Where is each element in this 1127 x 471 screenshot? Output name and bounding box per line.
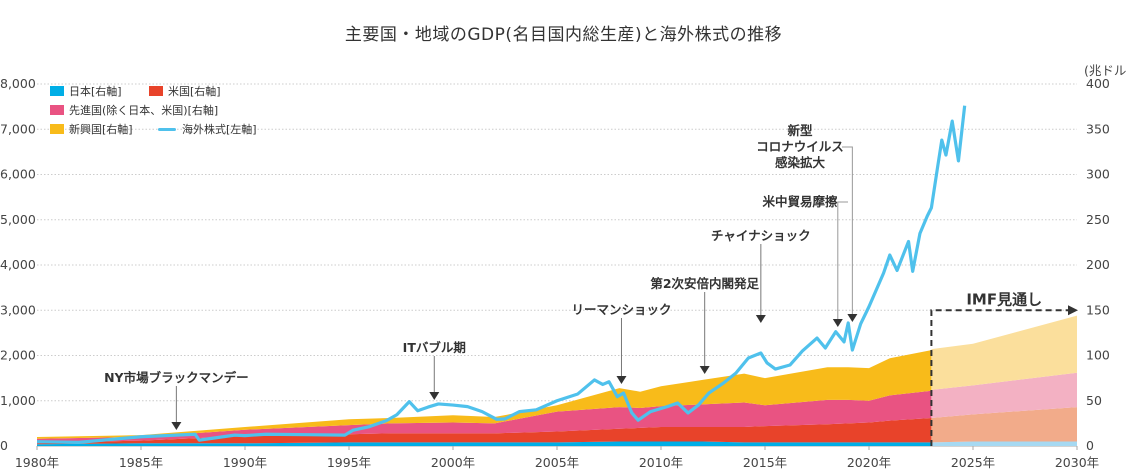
right-tick-label: 150 [1086,302,1110,317]
legend-item-us: 米国[右軸] [149,83,221,99]
area-先進国(除く日本、米国)[右軸] [37,390,932,444]
left-tick-label: 4,000 [0,257,36,272]
legend-item-stocks: 海外株式[左軸] [158,121,257,137]
legend-label: 米国[右軸] [168,85,221,98]
x-tick-label: 1985年 [119,455,163,470]
x-tick-label: 1995年 [327,455,371,470]
left-tick-label: 3,000 [0,302,36,317]
legend-swatch [50,86,64,96]
annotation-label: チャイナショック [711,228,811,243]
legend-label: 新興国[右軸] [69,123,133,136]
area-米国[右軸] [37,417,932,445]
right-tick-label: 200 [1086,257,1110,272]
annotation-arrow-icon [429,392,440,400]
annotation-arrow-icon [755,315,766,323]
right-tick-label: 400 [1086,76,1110,91]
legend-label: 日本[右軸] [69,85,122,98]
area-先進国(除く日本、米国) [931,372,1077,418]
right-tick-label: 300 [1086,167,1110,182]
left-tick-label: 7,000 [0,121,36,136]
legend-item-emerging: 新興国[右軸] [50,121,133,137]
legend-label: 先進国(除く日本、米国)[右軸] [69,104,219,117]
x-tick-label: 2030年 [1055,455,1099,470]
left-tick-label: 2,000 [0,348,36,363]
annotation-label: NY市場ブラックマンデー [104,370,249,385]
left-tick-label: 8,000 [0,76,36,91]
annotation-label: 第2次安倍内閣発足 [650,276,759,291]
legend-swatch [50,124,64,134]
annotation-arrow-icon [832,319,843,327]
annotation-label: リーマンショック [571,302,671,317]
annotation-label: コロナウイルス [756,139,844,154]
annotation-label: 米中貿易摩擦 [761,194,838,209]
chart-title: 主要国・地域のGDP(名目国内総生産)と海外株式の推移 [344,25,783,45]
annotation-leader [837,201,848,319]
stock-line [36,105,967,444]
area-日本[右軸] [37,441,932,446]
x-tick-label: 1980年 [15,455,59,470]
area-日本 [931,441,1077,446]
annotation-leader [842,146,853,314]
left-tick-label: 0 [0,438,8,453]
left-tick-label: 1,000 [0,393,36,408]
left-tick-label: 5,000 [0,212,36,227]
x-tick-label: 2020年 [847,455,891,470]
legend-label: 海外株式[左軸] [182,123,257,136]
annotation-label: 感染拡大 [775,155,826,170]
x-tick-label: 2015年 [743,455,787,470]
legend-item-japan: 日本[右軸] [50,83,122,99]
projection-label: IMF見通し [966,290,1042,308]
annotation-label: 新型 [787,123,813,138]
right-tick-label: 50 [1086,393,1102,408]
right-tick-label: 100 [1086,348,1110,363]
area-新興国[右軸] [37,350,932,439]
annotation-arrow-icon [616,376,627,384]
projection-dashed-line [930,309,1069,446]
legend-swatch [50,105,64,115]
annotation-arrow-icon [847,314,858,322]
annotation-arrow-icon [699,366,710,374]
legend-swatch [149,86,163,96]
area-新興国 [931,315,1077,390]
area-米国 [931,407,1077,443]
x-tick-label: 2000年 [431,455,475,470]
right-tick-label: 0 [1086,438,1094,453]
legend-item-advanced: 先進国(除く日本、米国)[右軸] [50,102,218,118]
legend-line [158,127,176,131]
x-tick-label: 2005年 [535,455,579,470]
right-tick-label: 250 [1086,212,1110,227]
right-axis-unit: (兆ドル) [1084,63,1127,78]
x-tick-label: 2010年 [639,455,683,470]
left-tick-label: 6,000 [0,167,36,182]
x-tick-label: 1990年 [223,455,267,470]
x-tick-label: 2025年 [951,455,995,470]
right-tick-label: 350 [1086,121,1110,136]
annotation-arrow-icon [171,422,182,430]
projection-arrow-icon [1068,305,1078,316]
annotation-label: ITバブル期 [403,340,466,355]
